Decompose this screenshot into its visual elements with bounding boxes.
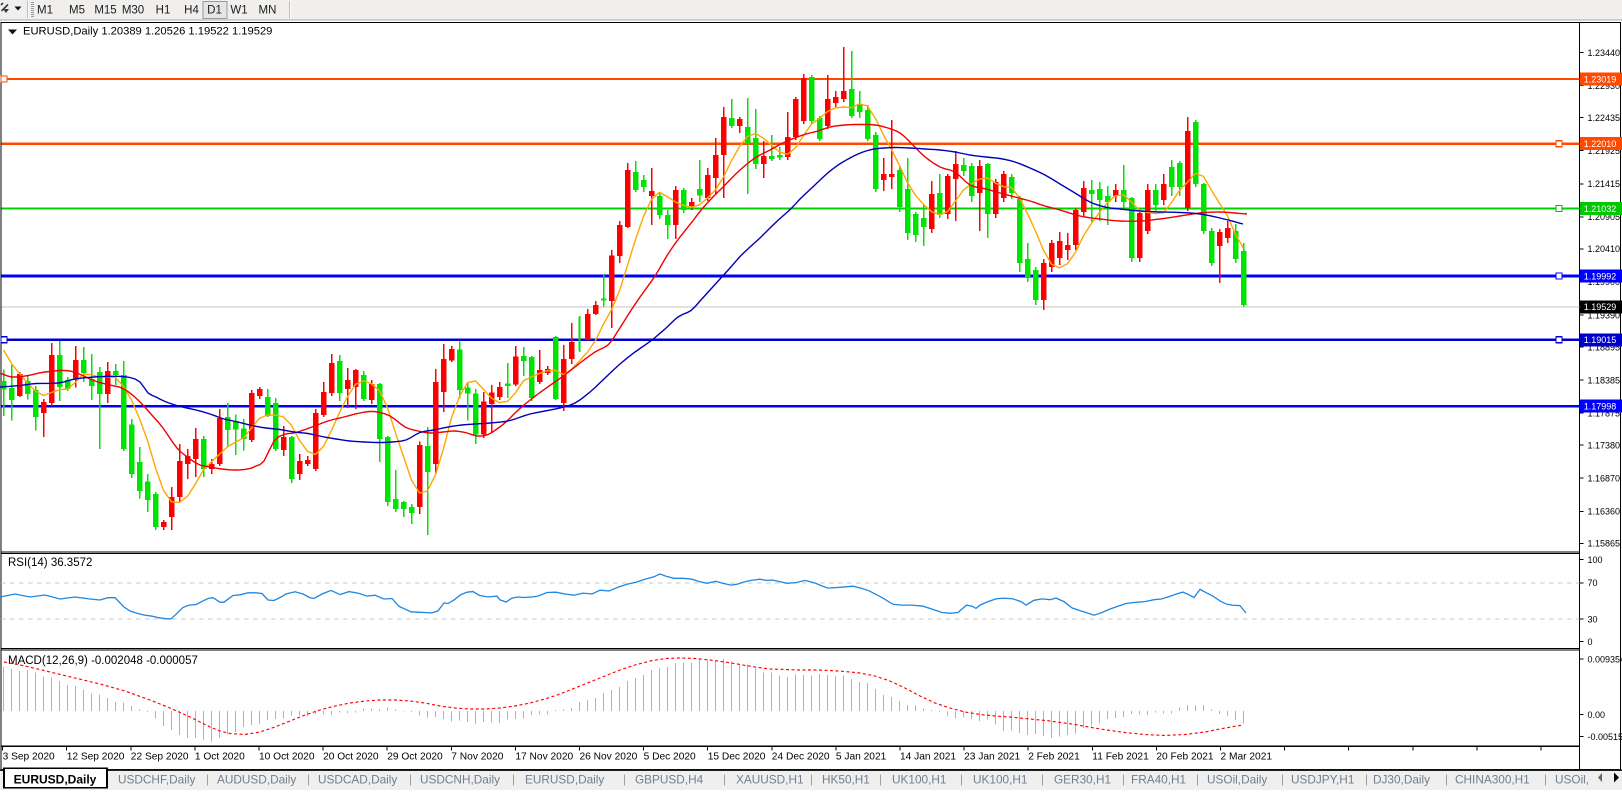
svg-text:70: 70: [1588, 578, 1598, 588]
svg-text:3 Sep 2020: 3 Sep 2020: [3, 752, 55, 763]
svg-text:USDCHF,Daily: USDCHF,Daily: [118, 773, 195, 787]
svg-text:MACD(12,26,9) -0.002048 -0.000: MACD(12,26,9) -0.002048 -0.000057: [8, 655, 198, 667]
svg-text:1.22010: 1.22010: [1584, 139, 1617, 149]
svg-text:1.22435: 1.22435: [1588, 113, 1621, 123]
svg-text:2 Feb 2021: 2 Feb 2021: [1028, 752, 1080, 763]
svg-text:M15: M15: [94, 5, 116, 17]
svg-text:0.00: 0.00: [1588, 710, 1606, 720]
svg-text:1.23440: 1.23440: [1588, 48, 1621, 58]
svg-text:0.009354: 0.009354: [1588, 654, 1622, 664]
svg-text:1.17998: 1.17998: [1584, 402, 1617, 412]
svg-text:1.21415: 1.21415: [1588, 179, 1621, 189]
svg-text:1.19529: 1.19529: [1584, 302, 1617, 312]
svg-text:CHINA300,H1: CHINA300,H1: [1455, 773, 1530, 787]
svg-text:EURUSD,Daily: EURUSD,Daily: [525, 773, 604, 787]
svg-text:22 Sep 2020: 22 Sep 2020: [131, 752, 189, 763]
svg-text:RSI(14) 36.3572: RSI(14) 36.3572: [8, 557, 92, 569]
svg-text:|: |: [1365, 772, 1368, 786]
svg-text:1 Oct 2020: 1 Oct 2020: [195, 752, 245, 763]
svg-text:1.15865: 1.15865: [1588, 539, 1621, 549]
svg-text:|: |: [723, 772, 726, 786]
svg-text:2 Mar 2021: 2 Mar 2021: [1221, 752, 1273, 763]
svg-text:GBPUSD,H4: GBPUSD,H4: [635, 773, 704, 787]
svg-text:1.16360: 1.16360: [1588, 507, 1621, 517]
svg-text:|: |: [810, 772, 813, 786]
svg-text:1.21032: 1.21032: [1584, 204, 1617, 214]
svg-text:1.19992: 1.19992: [1584, 271, 1617, 281]
svg-text:15 Dec 2020: 15 Dec 2020: [708, 752, 766, 763]
svg-text:1.16870: 1.16870: [1588, 474, 1621, 484]
svg-text:AUDUSD,Daily: AUDUSD,Daily: [217, 773, 296, 787]
svg-text:H4: H4: [184, 5, 199, 17]
svg-text:USOil,: USOil,: [1555, 773, 1589, 787]
svg-text:1.19015: 1.19015: [1584, 335, 1617, 345]
svg-text:EURUSD,Daily: EURUSD,Daily: [14, 773, 97, 787]
svg-text:|: |: [1544, 772, 1547, 786]
svg-text:-0.005156: -0.005156: [1588, 732, 1622, 742]
svg-text:0: 0: [1588, 637, 1593, 647]
svg-text:29 Oct 2020: 29 Oct 2020: [387, 752, 443, 763]
svg-text:100: 100: [1588, 555, 1603, 565]
svg-text:|: |: [206, 772, 209, 786]
svg-text:1.17380: 1.17380: [1588, 441, 1621, 451]
svg-text:20 Oct 2020: 20 Oct 2020: [323, 752, 379, 763]
svg-text:|: |: [960, 772, 963, 786]
svg-text:1.20410: 1.20410: [1588, 244, 1621, 254]
svg-text:M5: M5: [69, 5, 85, 17]
svg-text:|: |: [1445, 772, 1448, 786]
svg-text:M30: M30: [122, 5, 144, 17]
svg-text:DJ30,Daily: DJ30,Daily: [1373, 773, 1430, 787]
svg-text:EURUSD,Daily 1.20389 1.20526: EURUSD,Daily 1.20389 1.20526 1.19522 1.1…: [23, 26, 272, 38]
svg-text:USOil,Daily: USOil,Daily: [1207, 773, 1267, 787]
svg-text:M1: M1: [37, 5, 53, 17]
svg-text:30: 30: [1588, 615, 1598, 625]
svg-text:1.23019: 1.23019: [1584, 74, 1617, 84]
svg-text:GER30,H1: GER30,H1: [1054, 773, 1111, 787]
svg-text:USDCNH,Daily: USDCNH,Daily: [420, 773, 500, 787]
svg-text:|: |: [879, 772, 882, 786]
svg-text:11 Feb 2021: 11 Feb 2021: [1092, 752, 1149, 763]
svg-text:USDCAD,Daily: USDCAD,Daily: [318, 773, 397, 787]
svg-text:|: |: [409, 772, 412, 786]
svg-text:|: |: [512, 772, 515, 786]
svg-text:UK100,H1: UK100,H1: [973, 773, 1027, 787]
svg-text:|: |: [623, 772, 626, 786]
svg-text:D1: D1: [207, 5, 222, 17]
svg-text:MN: MN: [259, 5, 277, 17]
svg-text:1.18385: 1.18385: [1588, 375, 1621, 385]
svg-text:7 Nov 2020: 7 Nov 2020: [451, 752, 503, 763]
svg-text:UK100,H1: UK100,H1: [892, 773, 946, 787]
svg-text:HK50,H1: HK50,H1: [822, 773, 870, 787]
svg-text:24 Dec 2020: 24 Dec 2020: [772, 752, 830, 763]
svg-text:5 Dec 2020: 5 Dec 2020: [644, 752, 696, 763]
svg-text:FRA40,H1: FRA40,H1: [1131, 773, 1186, 787]
svg-text:XAUUSD,H1: XAUUSD,H1: [736, 773, 804, 787]
svg-text:|: |: [1196, 772, 1199, 786]
svg-text:USDJPY,H1: USDJPY,H1: [1291, 773, 1354, 787]
svg-text:|: |: [307, 772, 310, 786]
svg-text:|: |: [1281, 772, 1284, 786]
svg-text:17 Nov 2020: 17 Nov 2020: [515, 752, 573, 763]
svg-text:|: |: [1122, 772, 1125, 786]
svg-text:20 Feb 2021: 20 Feb 2021: [1156, 752, 1214, 763]
svg-text:26 Nov 2020: 26 Nov 2020: [580, 752, 638, 763]
svg-text:H1: H1: [156, 5, 171, 17]
svg-text:W1: W1: [230, 5, 247, 17]
svg-text:10 Oct 2020: 10 Oct 2020: [259, 752, 315, 763]
svg-text:14 Jan 2021: 14 Jan 2021: [900, 752, 956, 763]
svg-text:12 Sep 2020: 12 Sep 2020: [67, 752, 125, 763]
svg-text:23 Jan 2021: 23 Jan 2021: [964, 752, 1020, 763]
svg-text:5 Jan 2021: 5 Jan 2021: [836, 752, 887, 763]
svg-text:|: |: [1041, 772, 1044, 786]
